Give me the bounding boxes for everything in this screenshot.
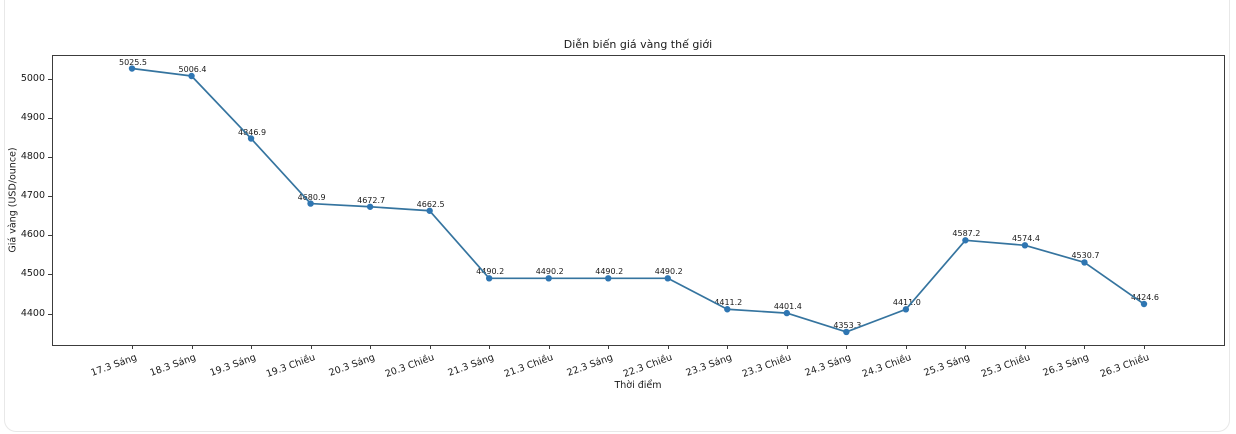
y-tick-label: 4800 xyxy=(20,150,45,162)
data-point-marker xyxy=(1140,300,1148,308)
data-point-marker xyxy=(605,275,612,282)
y-tick-label: 4400 xyxy=(20,307,45,319)
y-tick-label: 4500 xyxy=(20,268,45,280)
point-value-label: 4490.2 xyxy=(476,267,505,277)
data-point-marker xyxy=(128,65,136,72)
data-point-marker xyxy=(783,309,791,317)
chart-card xyxy=(4,0,1230,432)
line-series xyxy=(131,67,1145,333)
point-value-label: 4672.7 xyxy=(357,195,386,205)
point-value-label: 4490.2 xyxy=(654,267,683,277)
data-point-marker xyxy=(247,135,255,142)
y-tick-label: 4900 xyxy=(20,111,45,123)
y-tick-label: 4600 xyxy=(20,229,45,241)
point-value-label: 4662.5 xyxy=(416,199,445,209)
point-value-label: 4490.2 xyxy=(535,267,564,277)
data-point-marker xyxy=(366,203,374,210)
data-point-marker xyxy=(843,328,850,336)
point-value-label: 4411.0 xyxy=(892,298,921,308)
y-tick-label: 5000 xyxy=(20,72,45,84)
chart-title: Diễn biến giá vàng thế giới xyxy=(563,38,713,51)
point-value-label: 4490.2 xyxy=(595,267,624,277)
data-point-marker xyxy=(962,237,969,244)
point-value-label: 4587.2 xyxy=(952,229,981,239)
data-point-marker xyxy=(1081,259,1088,266)
plot-frame xyxy=(52,55,1225,346)
point-value-label: 4846.9 xyxy=(238,127,267,137)
point-value-label: 5025.5 xyxy=(119,57,147,67)
point-value-label: 4353.3 xyxy=(833,320,862,330)
point-value-label: 4411.2 xyxy=(714,298,743,308)
data-point-marker xyxy=(902,306,910,313)
point-value-label: 4424.6 xyxy=(1131,293,1159,302)
data-point-marker xyxy=(1021,242,1029,249)
data-point-marker xyxy=(485,275,493,282)
point-value-label: 5006.4 xyxy=(178,65,207,74)
y-tick-label: 4700 xyxy=(20,190,45,202)
point-value-label: 4680.9 xyxy=(297,192,326,202)
data-point-marker xyxy=(664,275,671,282)
point-value-label: 4574.4 xyxy=(1011,234,1040,244)
point-value-label: 4530.7 xyxy=(1071,251,1100,261)
data-point-marker xyxy=(724,306,731,313)
data-point-marker xyxy=(426,207,433,214)
data-point-marker xyxy=(307,200,314,207)
x-axis-title: Thời điểm xyxy=(614,380,662,391)
data-point-marker xyxy=(545,275,552,282)
point-value-label: 4401.4 xyxy=(773,302,802,312)
data-point-marker xyxy=(188,72,195,80)
